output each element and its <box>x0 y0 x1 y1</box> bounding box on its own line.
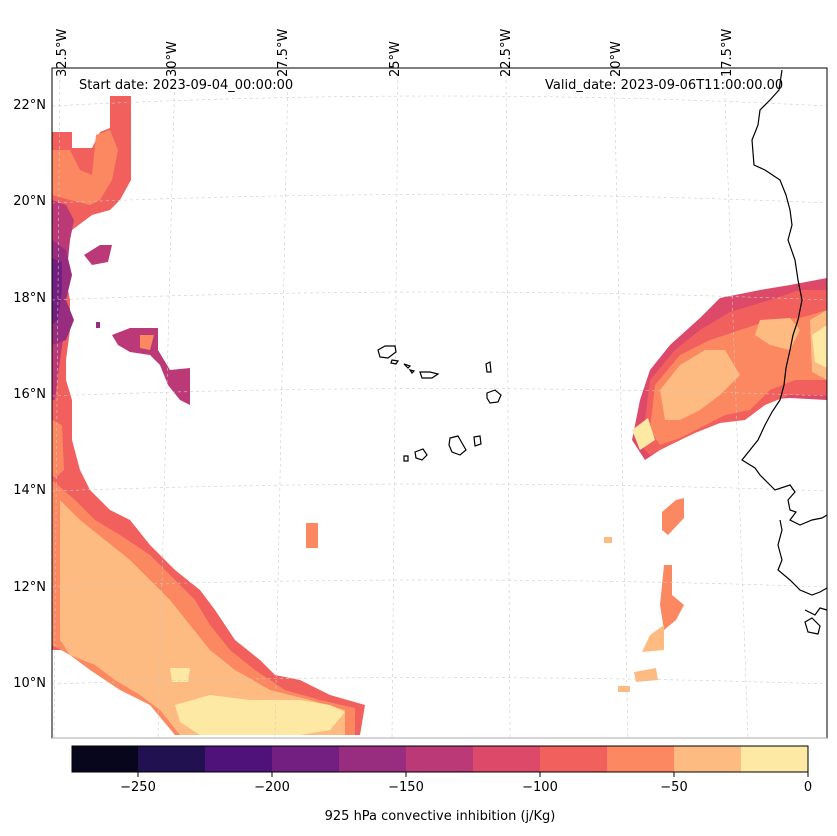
colorbar-tick-label: −150 <box>388 780 424 795</box>
colorbar-tick-label: −100 <box>522 780 558 795</box>
colorbar-tick-label: −200 <box>254 780 290 795</box>
lat-label: 12°N <box>13 580 46 595</box>
map-panel <box>51 67 828 739</box>
cin-fill-left <box>52 96 365 735</box>
colorbar-tick-label: −250 <box>120 780 156 795</box>
cin-contour-level-4 <box>170 668 345 735</box>
cin-contour-level-5 <box>52 200 190 405</box>
lat-label: 20°N <box>13 194 46 209</box>
start-date-label: Start date: 2023-09-04_00:00:00 <box>79 78 294 93</box>
lon-label: 27.5°W <box>276 28 291 77</box>
colorbar <box>71 745 809 777</box>
colorbar-swatch <box>406 746 474 772</box>
cin-contour-level-5 <box>632 325 827 450</box>
valid-date-label: Valid_date: 2023-09-06T11:00:00.00 <box>545 78 784 93</box>
cin-contour-level-6 <box>306 498 684 630</box>
colorbar-swatch <box>741 746 809 772</box>
colorbar-swatch <box>540 746 608 772</box>
lon-label: 25°W <box>388 41 403 77</box>
colorbar-frame <box>71 745 809 773</box>
lat-label: 22°N <box>13 98 46 113</box>
lon-label: 32.5°W <box>55 28 70 77</box>
colorbar-swatch <box>607 746 675 772</box>
cin-contour-level-6 <box>52 240 100 345</box>
cin-contour-level-8 <box>52 335 154 478</box>
cin-contour-level-3 <box>60 500 345 735</box>
colorbar-swatch <box>272 746 340 772</box>
lat-label: 18°N <box>13 291 46 306</box>
colorbar-tick-label: −50 <box>660 780 688 795</box>
colorbar-swatch <box>473 746 541 772</box>
lon-label: 20°W <box>609 41 624 77</box>
cin-contour-level-7 <box>604 537 664 692</box>
cape-verde-islands <box>377 345 502 462</box>
africa-coast <box>741 69 828 526</box>
lon-label: 30°W <box>165 41 180 77</box>
guinea-coast <box>777 519 828 596</box>
lon-label: 22.5°W <box>499 28 514 77</box>
lat-label: 10°N <box>13 676 46 691</box>
colorbar-swatch <box>674 746 742 772</box>
graticule <box>51 67 828 739</box>
lon-label: 17.5°W <box>720 28 735 77</box>
lat-label: 16°N <box>13 387 46 402</box>
cin-fill-right <box>306 278 827 692</box>
colorbar-swatch <box>138 746 206 772</box>
coastline <box>741 69 828 635</box>
colorbar-swatch <box>205 746 273 772</box>
colorbar-swatch <box>339 746 407 772</box>
cin-contour-level-7 <box>52 258 62 325</box>
colorbar-swatch <box>72 746 138 772</box>
cin-contour-level-4 <box>660 310 827 420</box>
lat-label: 14°N <box>13 483 46 498</box>
colorbar-label: 925 hPa convective inhibition (j/Kg) <box>324 809 556 824</box>
colorbar-tick-label: 0 <box>803 780 813 795</box>
